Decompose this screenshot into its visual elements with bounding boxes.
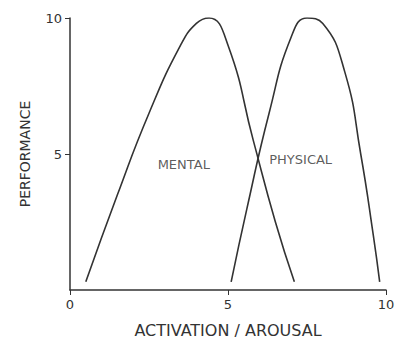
svg-text:PERFORMANCE: PERFORMANCE	[17, 101, 33, 208]
svg-text:10: 10	[45, 11, 62, 26]
svg-text:10: 10	[378, 297, 395, 312]
svg-text:ACTIVATION / AROUSAL: ACTIVATION / AROUSAL	[134, 321, 321, 340]
svg-text:MENTAL: MENTAL	[158, 157, 211, 172]
svg-text:PHYSICAL: PHYSICAL	[269, 152, 333, 167]
svg-text:0: 0	[66, 297, 74, 312]
svg-text:5: 5	[224, 297, 232, 312]
svg-text:5: 5	[54, 147, 62, 162]
